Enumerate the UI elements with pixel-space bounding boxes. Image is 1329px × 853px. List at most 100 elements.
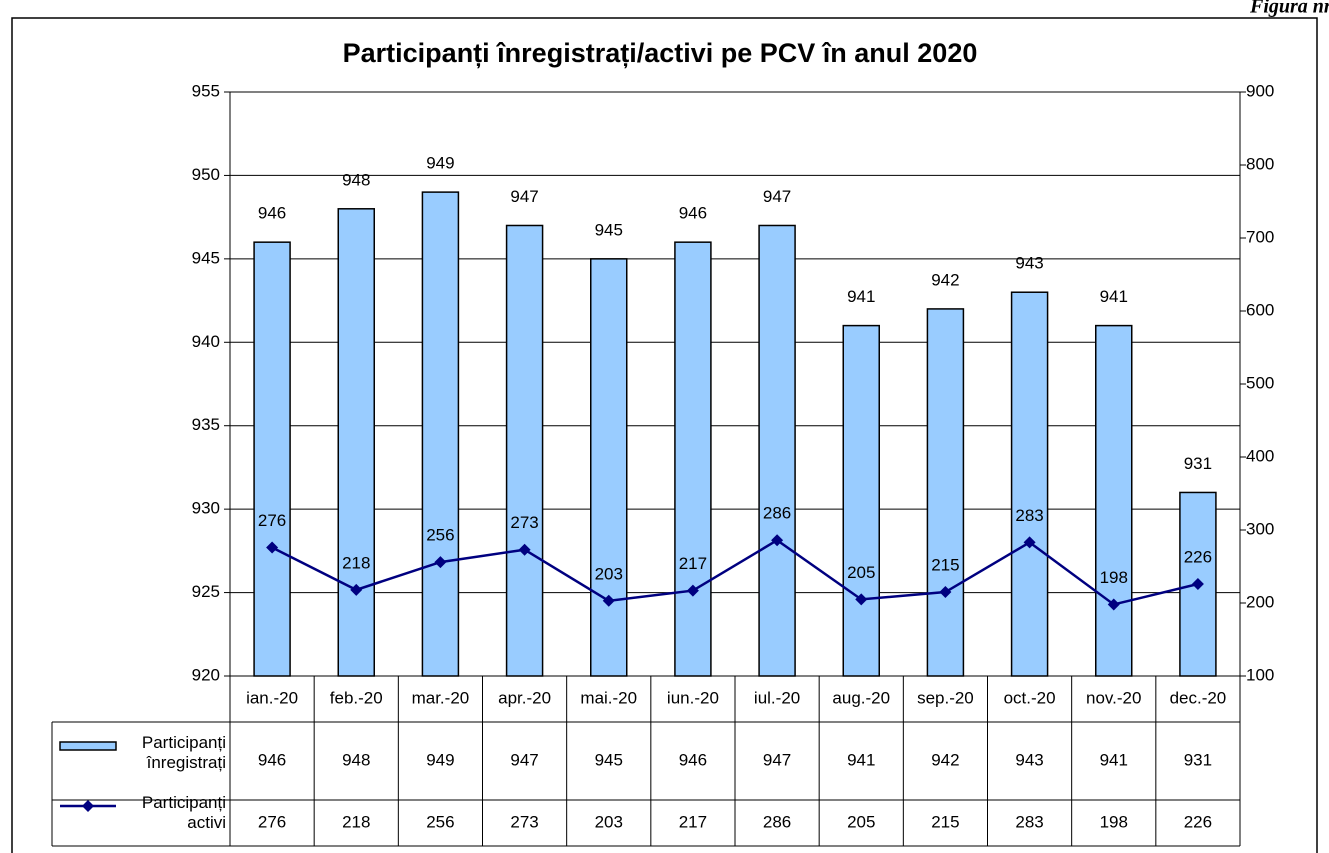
table-value: 215 [931, 812, 959, 831]
marker [350, 583, 363, 596]
x-tick-label: mai.-20 [580, 688, 637, 707]
point-label: 218 [342, 553, 370, 572]
table-value: 942 [931, 750, 959, 769]
marker [518, 543, 531, 556]
table-value: 946 [258, 750, 286, 769]
table-value: 203 [595, 812, 623, 831]
legend-label: Participanți activi [141, 793, 226, 832]
table-value: 256 [426, 812, 454, 831]
point-label: 217 [679, 554, 707, 573]
bar-label: 942 [931, 270, 959, 289]
bar-label: 949 [426, 154, 454, 173]
y2-tick-label: 500 [1246, 373, 1274, 392]
point-label: 198 [1100, 568, 1128, 587]
y-tick-label: 930 [192, 499, 220, 518]
point-label: 256 [426, 526, 454, 545]
x-tick-label: ian.-20 [246, 688, 298, 707]
x-tick-label: dec.-20 [1170, 688, 1227, 707]
table-value: 948 [342, 750, 370, 769]
y2-tick-label: 100 [1246, 665, 1274, 684]
marker [434, 556, 447, 569]
x-tick-label: feb.-20 [330, 688, 383, 707]
marker [1191, 578, 1204, 591]
x-tick-label: sep.-20 [917, 688, 974, 707]
y-tick-label: 950 [192, 165, 220, 184]
y2-tick-label: 800 [1246, 154, 1274, 173]
marker [939, 586, 952, 599]
bar [505, 224, 544, 677]
x-tick-label: apr.-20 [498, 688, 551, 707]
y-tick-label: 955 [192, 81, 220, 100]
marker [855, 593, 868, 606]
point-label: 286 [763, 504, 791, 523]
y-tick-label: 920 [192, 665, 220, 684]
table-value: 947 [763, 750, 791, 769]
point-label: 203 [595, 564, 623, 583]
point-label: 283 [1015, 506, 1043, 525]
y2-tick-label: 300 [1246, 519, 1274, 538]
chart-border [11, 17, 1318, 853]
y2-tick-label: 900 [1246, 81, 1274, 100]
marker [1107, 598, 1120, 611]
bar-label: 945 [595, 220, 623, 239]
bar-label: 947 [763, 187, 791, 206]
y2-tick-label: 700 [1246, 227, 1274, 246]
bar-label: 941 [1100, 287, 1128, 306]
y2-tick-label: 600 [1246, 300, 1274, 319]
table-value: 205 [847, 812, 875, 831]
table-value: 218 [342, 812, 370, 831]
bar-label: 947 [510, 187, 538, 206]
bar-label: 943 [1015, 254, 1043, 273]
x-tick-label: nov.-20 [1086, 688, 1141, 707]
y-tick-label: 940 [192, 332, 220, 351]
table-value: 273 [510, 812, 538, 831]
legend-key [82, 800, 94, 812]
marker [771, 534, 784, 547]
bar-label: 941 [847, 287, 875, 306]
table-value: 941 [847, 750, 875, 769]
table-value: 945 [595, 750, 623, 769]
marker [1023, 536, 1036, 549]
y-tick-label: 935 [192, 415, 220, 434]
marker [686, 584, 699, 597]
table-value: 286 [763, 812, 791, 831]
bar [674, 241, 712, 677]
bar [1095, 324, 1133, 677]
chart-title: Participanți înregistrați/activi pe PCV … [343, 38, 978, 68]
bar-label: 946 [258, 204, 286, 223]
point-label: 273 [510, 513, 538, 532]
table-value: 198 [1100, 812, 1128, 831]
bar [1010, 291, 1049, 677]
table-value: 931 [1184, 750, 1212, 769]
bar [842, 324, 880, 677]
marker [266, 541, 279, 554]
y2-tick-label: 200 [1246, 592, 1274, 611]
x-tick-label: mar.-20 [412, 688, 470, 707]
point-label: 226 [1184, 548, 1212, 567]
table-value: 946 [679, 750, 707, 769]
x-tick-label: oct.-20 [1004, 688, 1056, 707]
bar [421, 191, 460, 677]
legend-label: Participanți înregistrați [141, 733, 226, 772]
table-value: 283 [1015, 812, 1043, 831]
corner-caption: Figura nr. [1249, 0, 1329, 18]
table-value: 941 [1100, 750, 1128, 769]
table-value: 226 [1184, 812, 1212, 831]
bar-label: 931 [1184, 454, 1212, 473]
legend-key [59, 741, 117, 751]
x-tick-label: iul.-20 [754, 688, 800, 707]
table-value: 947 [510, 750, 538, 769]
point-label: 215 [931, 556, 959, 575]
x-tick-label: aug.-20 [832, 688, 890, 707]
table-value: 943 [1015, 750, 1043, 769]
y2-tick-label: 400 [1246, 446, 1274, 465]
bar [926, 308, 965, 677]
bar-label: 948 [342, 170, 370, 189]
bar-label: 946 [679, 204, 707, 223]
y-tick-label: 945 [192, 248, 220, 267]
x-tick-label: iun.-20 [667, 688, 719, 707]
point-label: 205 [847, 563, 875, 582]
bar [758, 224, 796, 677]
